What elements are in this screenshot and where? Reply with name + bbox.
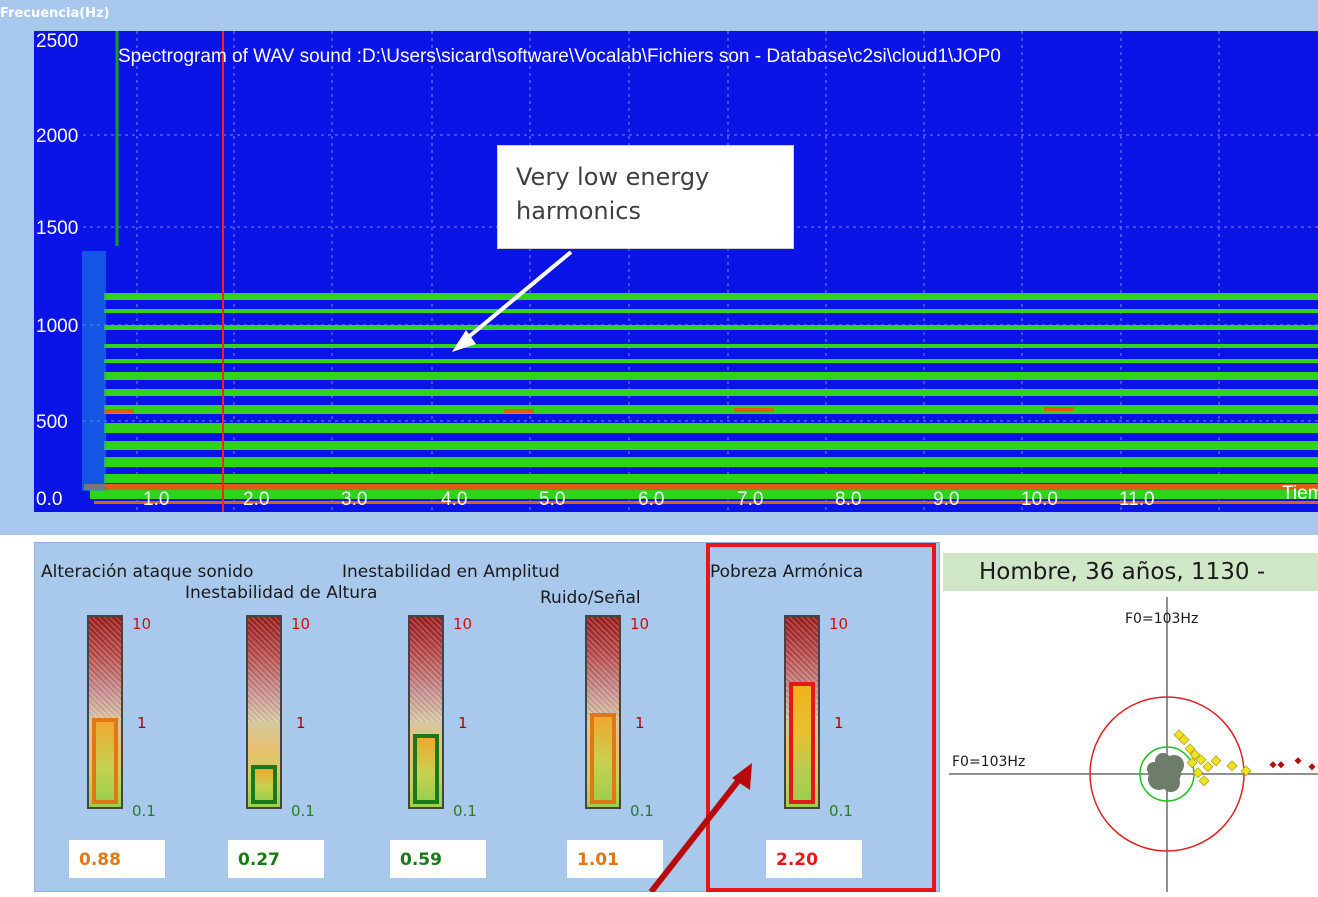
scale-max: 10 bbox=[291, 615, 311, 633]
x-tick: 3.0 bbox=[341, 489, 368, 510]
y-axis-label: Frecuencia(Hz) bbox=[0, 6, 110, 21]
y-tick: 2500 bbox=[36, 31, 79, 52]
x-tick: 9.0 bbox=[933, 489, 960, 510]
gauge-level bbox=[92, 718, 118, 804]
scale-min: 0.1 bbox=[630, 802, 654, 820]
y-tick: 1000 bbox=[36, 316, 79, 337]
value-alteracion-ataque: 0.88 bbox=[69, 840, 165, 878]
y-tick: 500 bbox=[36, 412, 68, 433]
scale-min: 0.1 bbox=[291, 802, 315, 820]
scale-max: 10 bbox=[630, 615, 650, 633]
gray-cluster bbox=[1147, 753, 1184, 792]
x-tick: 7.0 bbox=[737, 489, 764, 510]
scale-mid: 1 bbox=[635, 714, 645, 732]
value-ruido-senal: 1.01 bbox=[567, 840, 663, 878]
value-inestabilidad-amplitud: 0.59 bbox=[390, 840, 486, 878]
scatter-title: Hombre, 36 años, 1130 - bbox=[943, 553, 1318, 591]
energy-bands bbox=[84, 407, 1318, 504]
scale-min: 0.1 bbox=[453, 802, 477, 820]
scale-max: 10 bbox=[829, 615, 849, 633]
x-tick: 1.0 bbox=[143, 489, 170, 510]
label-pobreza-armonica: Pobreza Armónica bbox=[710, 562, 864, 582]
scatter-x-label: F0=103Hz bbox=[952, 754, 1026, 770]
x-tick: 10.0 bbox=[1021, 489, 1058, 510]
gauge-inestabilidad-altura bbox=[246, 615, 282, 809]
white-arrow bbox=[452, 250, 573, 352]
label-alteracion-ataque: Alteración ataque sonido bbox=[41, 562, 254, 582]
yellow-points bbox=[1173, 729, 1252, 787]
x-tick: 2.0 bbox=[243, 489, 270, 510]
x-tick: 11.0 bbox=[1119, 489, 1155, 510]
scale-mid: 1 bbox=[137, 714, 147, 732]
scale-mid: 1 bbox=[834, 714, 844, 732]
value-inestabilidad-altura: 0.27 bbox=[228, 840, 324, 878]
scale-min: 0.1 bbox=[132, 802, 156, 820]
scatter-plot[interactable]: F0=103Hz F0=103Hz bbox=[943, 591, 1318, 892]
scale-mid: 1 bbox=[458, 714, 468, 732]
label-ruido-senal: Ruido/Señal bbox=[540, 588, 641, 608]
x-tick: 4.0 bbox=[441, 489, 468, 510]
value-pobreza-armonica: 2.20 bbox=[766, 840, 862, 878]
spectrogram-title: Spectrogram of WAV sound :D:\Users\sicar… bbox=[118, 46, 1001, 67]
y-tick: 1500 bbox=[36, 218, 79, 239]
x-tick: 8.0 bbox=[835, 489, 862, 510]
red-arrow bbox=[648, 763, 752, 892]
y-tick: 2000 bbox=[36, 126, 79, 147]
gauge-level bbox=[413, 734, 439, 804]
gauge-inestabilidad-amplitud bbox=[408, 615, 444, 809]
scale-max: 10 bbox=[132, 615, 152, 633]
gauge-ruido-senal bbox=[585, 615, 621, 809]
spectrogram[interactable] bbox=[34, 31, 1318, 512]
gauge-level bbox=[251, 765, 277, 804]
gauge-pobreza-armonica bbox=[784, 615, 820, 809]
gauge-level bbox=[590, 713, 616, 804]
scale-min: 0.1 bbox=[829, 802, 853, 820]
annotation-callout: Very low energy harmonics bbox=[497, 145, 794, 249]
gauge-level bbox=[789, 682, 815, 804]
scale-max: 10 bbox=[453, 615, 473, 633]
highlight-frame bbox=[706, 543, 936, 892]
y-tick: 0.0 bbox=[36, 489, 63, 510]
scatter-svg bbox=[949, 597, 1318, 892]
x-tick: 6.0 bbox=[638, 489, 665, 510]
gauge-alteracion-ataque bbox=[87, 615, 123, 809]
scale-mid: 1 bbox=[296, 714, 306, 732]
label-inestabilidad-altura: Inestabilidad de Altura bbox=[185, 583, 378, 603]
x-tick: 5.0 bbox=[539, 489, 566, 510]
label-inestabilidad-amplitud: Inestabilidad en Amplitud bbox=[342, 562, 560, 582]
scatter-y-label: F0=103Hz bbox=[1125, 611, 1199, 627]
harmonic-bands bbox=[90, 293, 1318, 499]
x-axis-label: Tiem bbox=[1282, 483, 1318, 504]
